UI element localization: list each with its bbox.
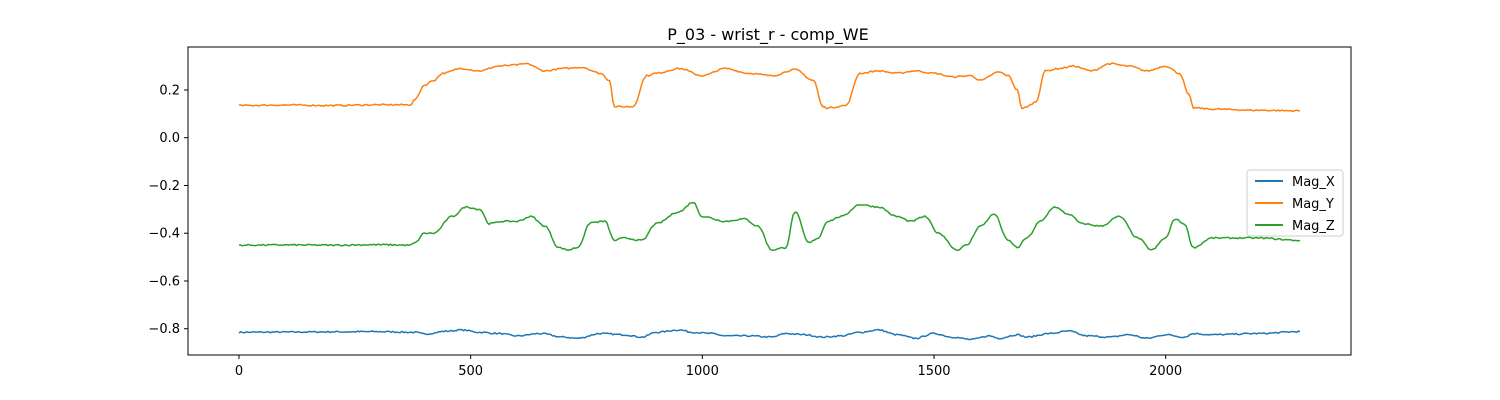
y-axis: 0.2 0.0 −0.2 −0.4 −0.6 −0.8 (148, 83, 188, 337)
y-tick-label: −0.4 (148, 227, 180, 242)
x-tick-label: 0 (235, 364, 243, 379)
series-line-mag-y (238, 62, 1301, 113)
y-tick-label: 0.0 (159, 131, 180, 146)
y-tick-label: 0.2 (159, 83, 180, 98)
series-line-mag-z (238, 201, 1301, 252)
legend-label: Mag_Z (1292, 219, 1335, 234)
legend-label: Mag_Y (1292, 197, 1334, 212)
x-tick-label: 1000 (686, 364, 719, 379)
legend-box (1246, 169, 1344, 237)
x-tick-label: 2000 (1149, 364, 1182, 379)
x-axis: 0 500 1000 1500 2000 (235, 355, 1182, 379)
chart-title: P_03 - wrist_r - comp_WE (667, 25, 868, 45)
plot-frame (187, 46, 1352, 356)
legend-label: Mag_X (1292, 175, 1335, 190)
series-lines (238, 62, 1301, 341)
x-tick-label: 500 (458, 364, 483, 379)
y-tick-label: −0.2 (148, 179, 180, 194)
x-tick-label: 1500 (917, 364, 950, 379)
series-line-mag-x (238, 328, 1301, 341)
plot-area: 0 500 1000 1500 2000 0.2 0.0 −0.2 −0.4 −0.6 −0.8 (148, 46, 1352, 379)
y-tick-label: −0.6 (148, 274, 180, 289)
legend: Mag_X Mag_Y Mag_Z (1246, 169, 1344, 237)
y-tick-label: −0.8 (148, 322, 180, 337)
